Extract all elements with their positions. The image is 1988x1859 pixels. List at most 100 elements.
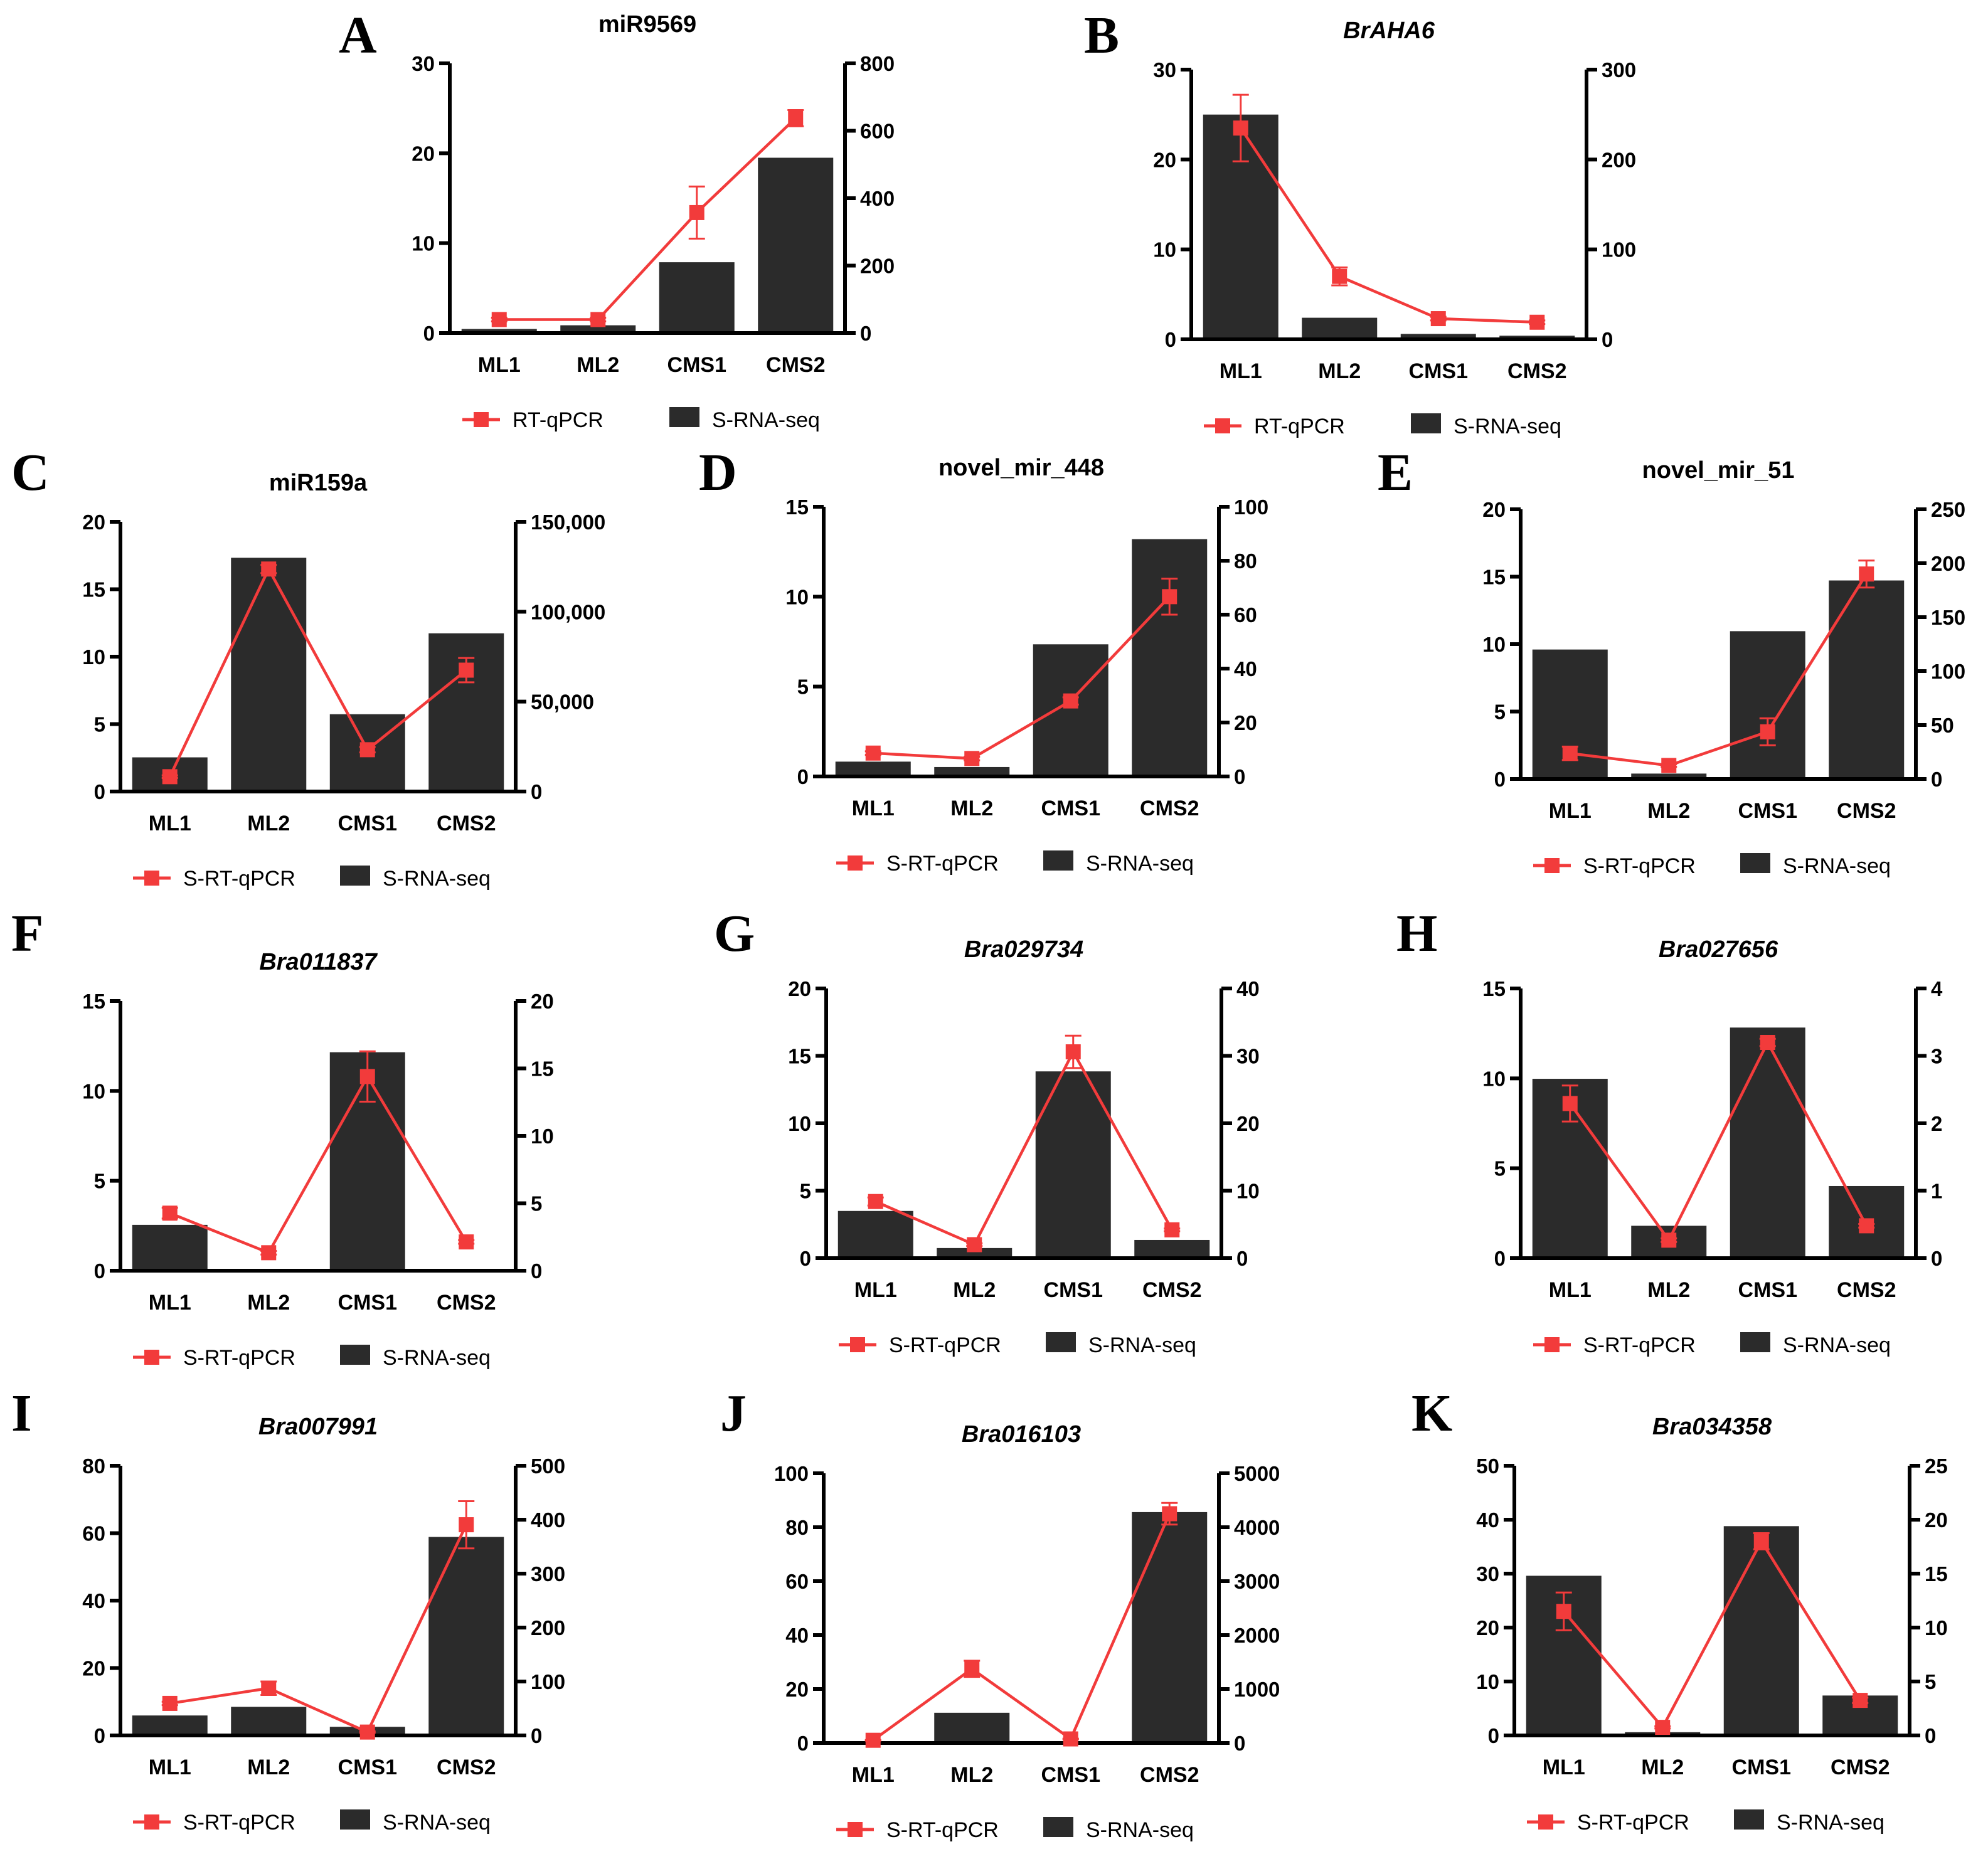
bar-ml1 bbox=[132, 1224, 208, 1271]
chart-title: miR9569 bbox=[598, 11, 696, 38]
line-series bbox=[499, 117, 797, 321]
legend-label-qpcr: S-RT-qPCR bbox=[1577, 1811, 1689, 1835]
right-tick-label: 0 bbox=[1925, 1724, 1936, 1747]
legend-bar-icon bbox=[340, 1345, 370, 1365]
legend-label-qpcr: S-RT-qPCR bbox=[183, 1346, 295, 1370]
marker-cms2 bbox=[459, 662, 474, 678]
legend-label-rnaseq: S-RNA-seq bbox=[383, 867, 491, 891]
legend-label-rnaseq: S-RNA-seq bbox=[1783, 854, 1891, 878]
right-tick-label: 800 bbox=[860, 52, 895, 75]
bar-cms2 bbox=[1829, 580, 1905, 779]
chart-title: Bra016103 bbox=[962, 1421, 1081, 1448]
legend-label-qpcr: S-RT-qPCR bbox=[183, 1811, 295, 1835]
left-tick-label: 20 bbox=[785, 1678, 809, 1701]
right-tick-label: 200 bbox=[1931, 552, 1965, 575]
chart-title: novel_mir_448 bbox=[938, 455, 1104, 481]
chart-title: novel_mir_51 bbox=[1642, 457, 1795, 484]
left-tick-label: 10 bbox=[1482, 633, 1506, 656]
left-tick-label: 0 bbox=[94, 1724, 105, 1747]
marker-ml1 bbox=[865, 1732, 881, 1748]
left-tick-label: 0 bbox=[94, 780, 105, 803]
marker-cms1 bbox=[689, 204, 704, 220]
left-tick-label: 15 bbox=[788, 1045, 811, 1068]
legend-marker-icon bbox=[1544, 1337, 1560, 1352]
right-tick-label: 0 bbox=[1234, 765, 1245, 788]
bar-ml1 bbox=[461, 329, 537, 333]
x-tick-label: CMS2 bbox=[437, 812, 496, 835]
x-tick-label: ML2 bbox=[247, 1291, 290, 1315]
marker-ml1 bbox=[865, 745, 881, 761]
legend-bar-icon bbox=[1740, 1332, 1770, 1352]
x-tick-label: CMS1 bbox=[1044, 1278, 1103, 1302]
marker-ml1 bbox=[1556, 1604, 1571, 1619]
left-tick-label: 20 bbox=[788, 977, 811, 1000]
marker-ml1 bbox=[491, 312, 507, 327]
chart-title: Bra007991 bbox=[258, 1414, 378, 1440]
left-tick-label: 20 bbox=[82, 511, 105, 534]
x-tick-label: CMS1 bbox=[338, 812, 397, 835]
left-tick-label: 80 bbox=[785, 1516, 809, 1539]
marker-cms2 bbox=[459, 1234, 474, 1250]
marker-ml2 bbox=[261, 1245, 277, 1261]
marker-ml1 bbox=[1562, 746, 1578, 761]
marker-ml2 bbox=[1661, 1232, 1677, 1248]
right-tick-label: 500 bbox=[531, 1454, 565, 1478]
marker-ml2 bbox=[964, 751, 980, 766]
right-tick-label: 600 bbox=[860, 120, 895, 143]
left-tick-label: 0 bbox=[1494, 1247, 1506, 1270]
x-tick-label: ML2 bbox=[1647, 799, 1690, 823]
x-tick-label: CMS2 bbox=[1507, 359, 1566, 383]
marker-cms2 bbox=[459, 1517, 474, 1533]
x-tick-label: ML2 bbox=[247, 1756, 290, 1779]
right-tick-label: 300 bbox=[1602, 58, 1636, 82]
left-tick-label: 10 bbox=[82, 1079, 105, 1103]
bar-cms2 bbox=[1132, 539, 1208, 776]
right-tick-label: 0 bbox=[531, 1259, 542, 1283]
line-series bbox=[873, 595, 1171, 760]
x-tick-label: CMS2 bbox=[1831, 1756, 1890, 1779]
panel-letter-d: D bbox=[699, 443, 737, 502]
right-tick-label: 0 bbox=[531, 1724, 542, 1747]
legend-bar-icon bbox=[1043, 1817, 1073, 1837]
right-tick-label: 200 bbox=[860, 255, 895, 278]
line-series bbox=[1568, 1039, 1868, 1243]
left-tick-label: 0 bbox=[1494, 768, 1506, 791]
chart-panel-j: Bra016103 0 20 40 60 80 100 0 1000 2000 3000 4000 50… bbox=[711, 1392, 1338, 1856]
legend-label-rnaseq: S-RNA-seq bbox=[1086, 1818, 1194, 1842]
right-tick-label: 15 bbox=[1925, 1562, 1948, 1586]
right-tick-label: 20 bbox=[1234, 711, 1257, 734]
chart-panel-i: Bra007991 0 20 40 60 80 0 100 200 300 400 500 ML1 ML2… bbox=[8, 1384, 635, 1848]
chart-panel-d: novel_mir_448 0 5 10 15 0 20 40 60 80 100 ML1 ML2 CMS… bbox=[711, 425, 1338, 889]
right-tick-label: 10 bbox=[1925, 1616, 1948, 1639]
x-tick-label: ML1 bbox=[1220, 359, 1262, 383]
marker-cms1 bbox=[1063, 693, 1078, 709]
left-tick-label: 0 bbox=[94, 1259, 105, 1283]
marker-cms1 bbox=[1753, 1533, 1769, 1549]
bar-ml1 bbox=[837, 1210, 913, 1258]
chart-title: BrAHA6 bbox=[1343, 18, 1435, 44]
marker-ml2 bbox=[1661, 758, 1677, 773]
x-tick-label: ML1 bbox=[852, 797, 895, 820]
legend-label-rnaseq: S-RNA-seq bbox=[1088, 1333, 1196, 1357]
legend-marker-icon bbox=[474, 412, 489, 427]
left-tick-label: 50 bbox=[1476, 1454, 1499, 1478]
chart-title: miR159a bbox=[269, 470, 368, 496]
legend-label-rnaseq: S-RNA-seq bbox=[1777, 1811, 1884, 1835]
left-tick-label: 5 bbox=[797, 675, 809, 699]
bar-cms1 bbox=[659, 262, 735, 333]
right-tick-label: 2 bbox=[1931, 1112, 1942, 1135]
x-tick-label: ML1 bbox=[852, 1763, 895, 1787]
x-tick-label: CMS2 bbox=[437, 1291, 496, 1315]
x-tick-label: CMS1 bbox=[1738, 1278, 1797, 1302]
bar-ml2 bbox=[1631, 773, 1707, 779]
right-tick-label: 100 bbox=[1234, 495, 1268, 519]
x-tick-label: ML1 bbox=[478, 353, 521, 377]
left-tick-label: 20 bbox=[1476, 1616, 1499, 1639]
right-tick-label: 300 bbox=[531, 1562, 565, 1586]
x-tick-label: ML2 bbox=[1647, 1278, 1690, 1302]
x-tick-label: CMS2 bbox=[766, 353, 825, 377]
left-tick-label: 40 bbox=[785, 1624, 809, 1647]
legend-bar-icon bbox=[340, 1809, 370, 1830]
left-tick-label: 10 bbox=[412, 232, 435, 255]
panel-letter-b: B bbox=[1084, 6, 1120, 65]
